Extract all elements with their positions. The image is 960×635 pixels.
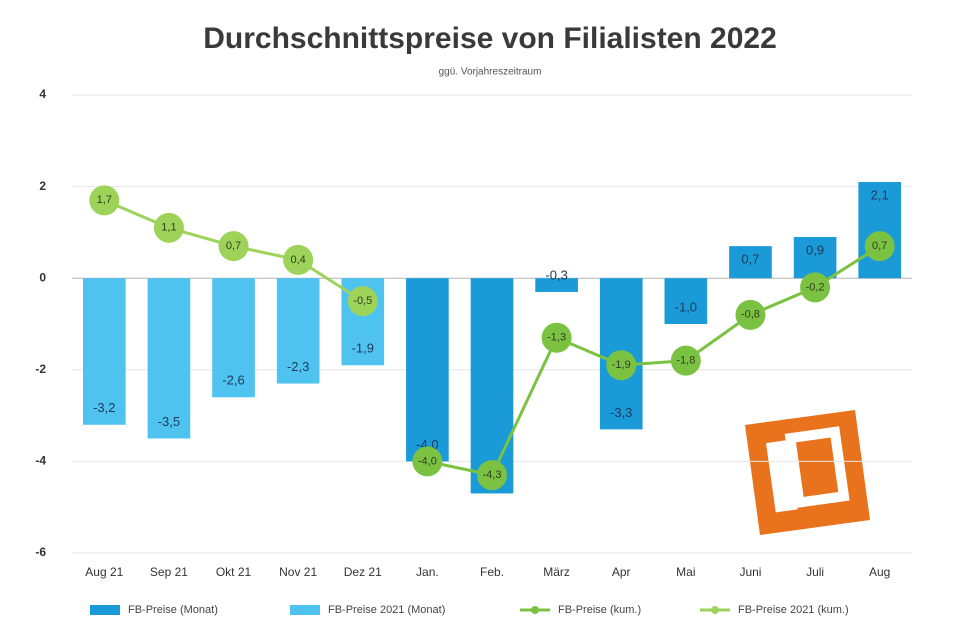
x-tick-label: Juli	[806, 565, 824, 579]
bar	[212, 278, 255, 398]
chart-title: Durchschnittspreise von Filialisten 2022	[203, 22, 777, 55]
data-label: -0,5	[353, 295, 372, 307]
logo	[745, 410, 870, 535]
y-tick-label: -2	[35, 362, 46, 376]
point	[735, 299, 766, 330]
data-label: -1,8	[676, 355, 695, 367]
x-tick-label: Sep 21	[150, 565, 188, 579]
bar	[793, 236, 837, 279]
bar	[82, 278, 126, 425]
bar	[470, 278, 514, 494]
x-tick-label: Jan.	[416, 565, 439, 579]
x-tick-label: Mai	[676, 565, 695, 579]
legend-swatch	[290, 605, 320, 615]
data-label: 0,4	[291, 254, 306, 266]
point	[864, 231, 895, 262]
point	[283, 244, 314, 275]
data-label: 2,1	[871, 187, 889, 202]
data-label: -1,9	[352, 341, 374, 356]
legend-swatch	[531, 606, 539, 614]
legend-swatch	[711, 606, 719, 614]
y-tick-label: -4	[35, 454, 46, 468]
data-label: -2,6	[222, 373, 244, 388]
point	[477, 460, 507, 491]
y-tick-label: 0	[39, 270, 46, 284]
point	[412, 446, 443, 477]
point	[606, 350, 637, 381]
bar	[535, 278, 578, 292]
data-label: -1,3	[547, 332, 566, 344]
data-label: -1,0	[675, 299, 697, 314]
x-tick-label: Okt 21	[216, 565, 252, 579]
data-label: -0,8	[741, 309, 760, 321]
data-label: -3,5	[158, 414, 180, 429]
legend-label: FB-Preise (kum.)	[558, 604, 641, 616]
y-tick-label: -6	[35, 545, 46, 559]
data-label: 1,1	[161, 222, 176, 234]
data-label: -4,0	[418, 455, 437, 467]
point	[89, 185, 120, 216]
x-tick-label: März	[543, 565, 570, 579]
data-label: -3,2	[93, 400, 115, 415]
x-tick-label: Juni	[739, 565, 761, 579]
x-tick-label: Nov 21	[279, 565, 317, 579]
y-tick-label: 4	[39, 87, 46, 101]
data-label: 1,7	[97, 194, 112, 206]
data-label: 0,7	[741, 252, 759, 267]
legend-label: FB-Preise 2021 (Monat)	[328, 604, 445, 616]
x-tick-label: Aug 21	[85, 565, 123, 579]
bar	[147, 278, 191, 439]
chart-subtitle: ggü. Vorjahreszeitraum	[439, 67, 542, 78]
data-label: -1,9	[612, 359, 631, 371]
point	[800, 272, 831, 303]
y-tick-label: 2	[39, 179, 46, 193]
point	[347, 286, 378, 317]
point	[218, 231, 249, 262]
legend-swatch	[90, 605, 120, 615]
x-tick-label: Aug	[869, 565, 890, 579]
bar	[276, 278, 320, 384]
data-label: 0,7	[226, 240, 241, 252]
data-label: -0,2	[806, 281, 825, 293]
legend-label: FB-Preise 2021 (kum.)	[738, 604, 849, 616]
bar	[858, 182, 902, 279]
x-tick-label: Dez 21	[344, 565, 382, 579]
data-label: 0,7	[872, 240, 887, 252]
data-label: 0,9	[806, 242, 824, 257]
data-label: -2,3	[287, 359, 309, 374]
bar	[406, 278, 449, 462]
x-tick-label: Apr	[612, 565, 631, 579]
x-tick-label: Feb.	[480, 565, 504, 579]
bar	[729, 246, 772, 279]
point	[670, 345, 701, 376]
data-label: -3,3	[610, 405, 632, 420]
data-label: -4,3	[483, 469, 502, 481]
bar	[664, 278, 708, 324]
point	[541, 322, 572, 353]
point	[153, 212, 184, 243]
data-label: -0,3	[545, 267, 567, 282]
legend-label: FB-Preise (Monat)	[128, 604, 218, 616]
